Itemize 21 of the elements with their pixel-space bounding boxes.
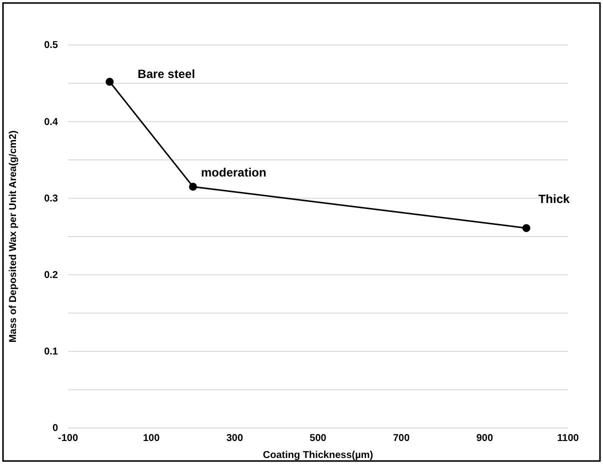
x-tick-label: 100 [142,433,160,444]
point [189,182,197,191]
y-tick-label: 0 [52,423,58,434]
y-tick-label: 0.1 [44,346,58,358]
x-tick-label: -100 [58,433,78,444]
x-tick-label: 300 [226,433,244,444]
x-axis-title: Coating Thickness(µm) [262,450,374,461]
annotation: Thick [538,192,570,206]
x-tick-label: 900 [476,433,494,444]
annotation: Bare steel [138,66,196,81]
x-tick-label: 500 [310,433,327,444]
x-tick-label: 700 [392,433,410,444]
point [106,78,114,86]
annotation: moderation [201,166,266,180]
y-tick-label: 0.5 [44,40,58,52]
y-axis-title: Mass of Deposited Wax per Unit Area(g/cm2) [8,130,19,343]
x-tick-label: 1100 [557,433,580,444]
y-tick-label: 0.4 [44,116,58,128]
y-tick-label: 0.3 [44,193,58,204]
point [522,224,530,232]
y-tick-label: 0.2 [44,270,58,281]
